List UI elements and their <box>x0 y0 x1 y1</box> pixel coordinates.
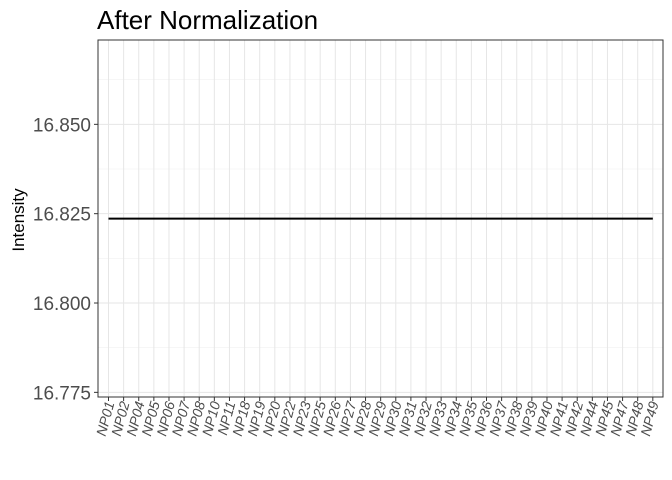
y-tick-label: 16.800 <box>33 294 91 315</box>
y-tick-label: 16.775 <box>33 383 91 404</box>
y-tick-label: 16.850 <box>33 115 91 136</box>
y-tick-label: 16.825 <box>33 205 91 226</box>
y-axis-label: Intensity <box>9 188 28 252</box>
x-axis: NP01NP02NP04NP05NP06NP07NP08NP10NP11NP18… <box>93 397 662 438</box>
chart-title: After Normalization <box>97 5 318 35</box>
y-axis: 16.775 16.800 16.825 16.850 <box>33 115 98 404</box>
